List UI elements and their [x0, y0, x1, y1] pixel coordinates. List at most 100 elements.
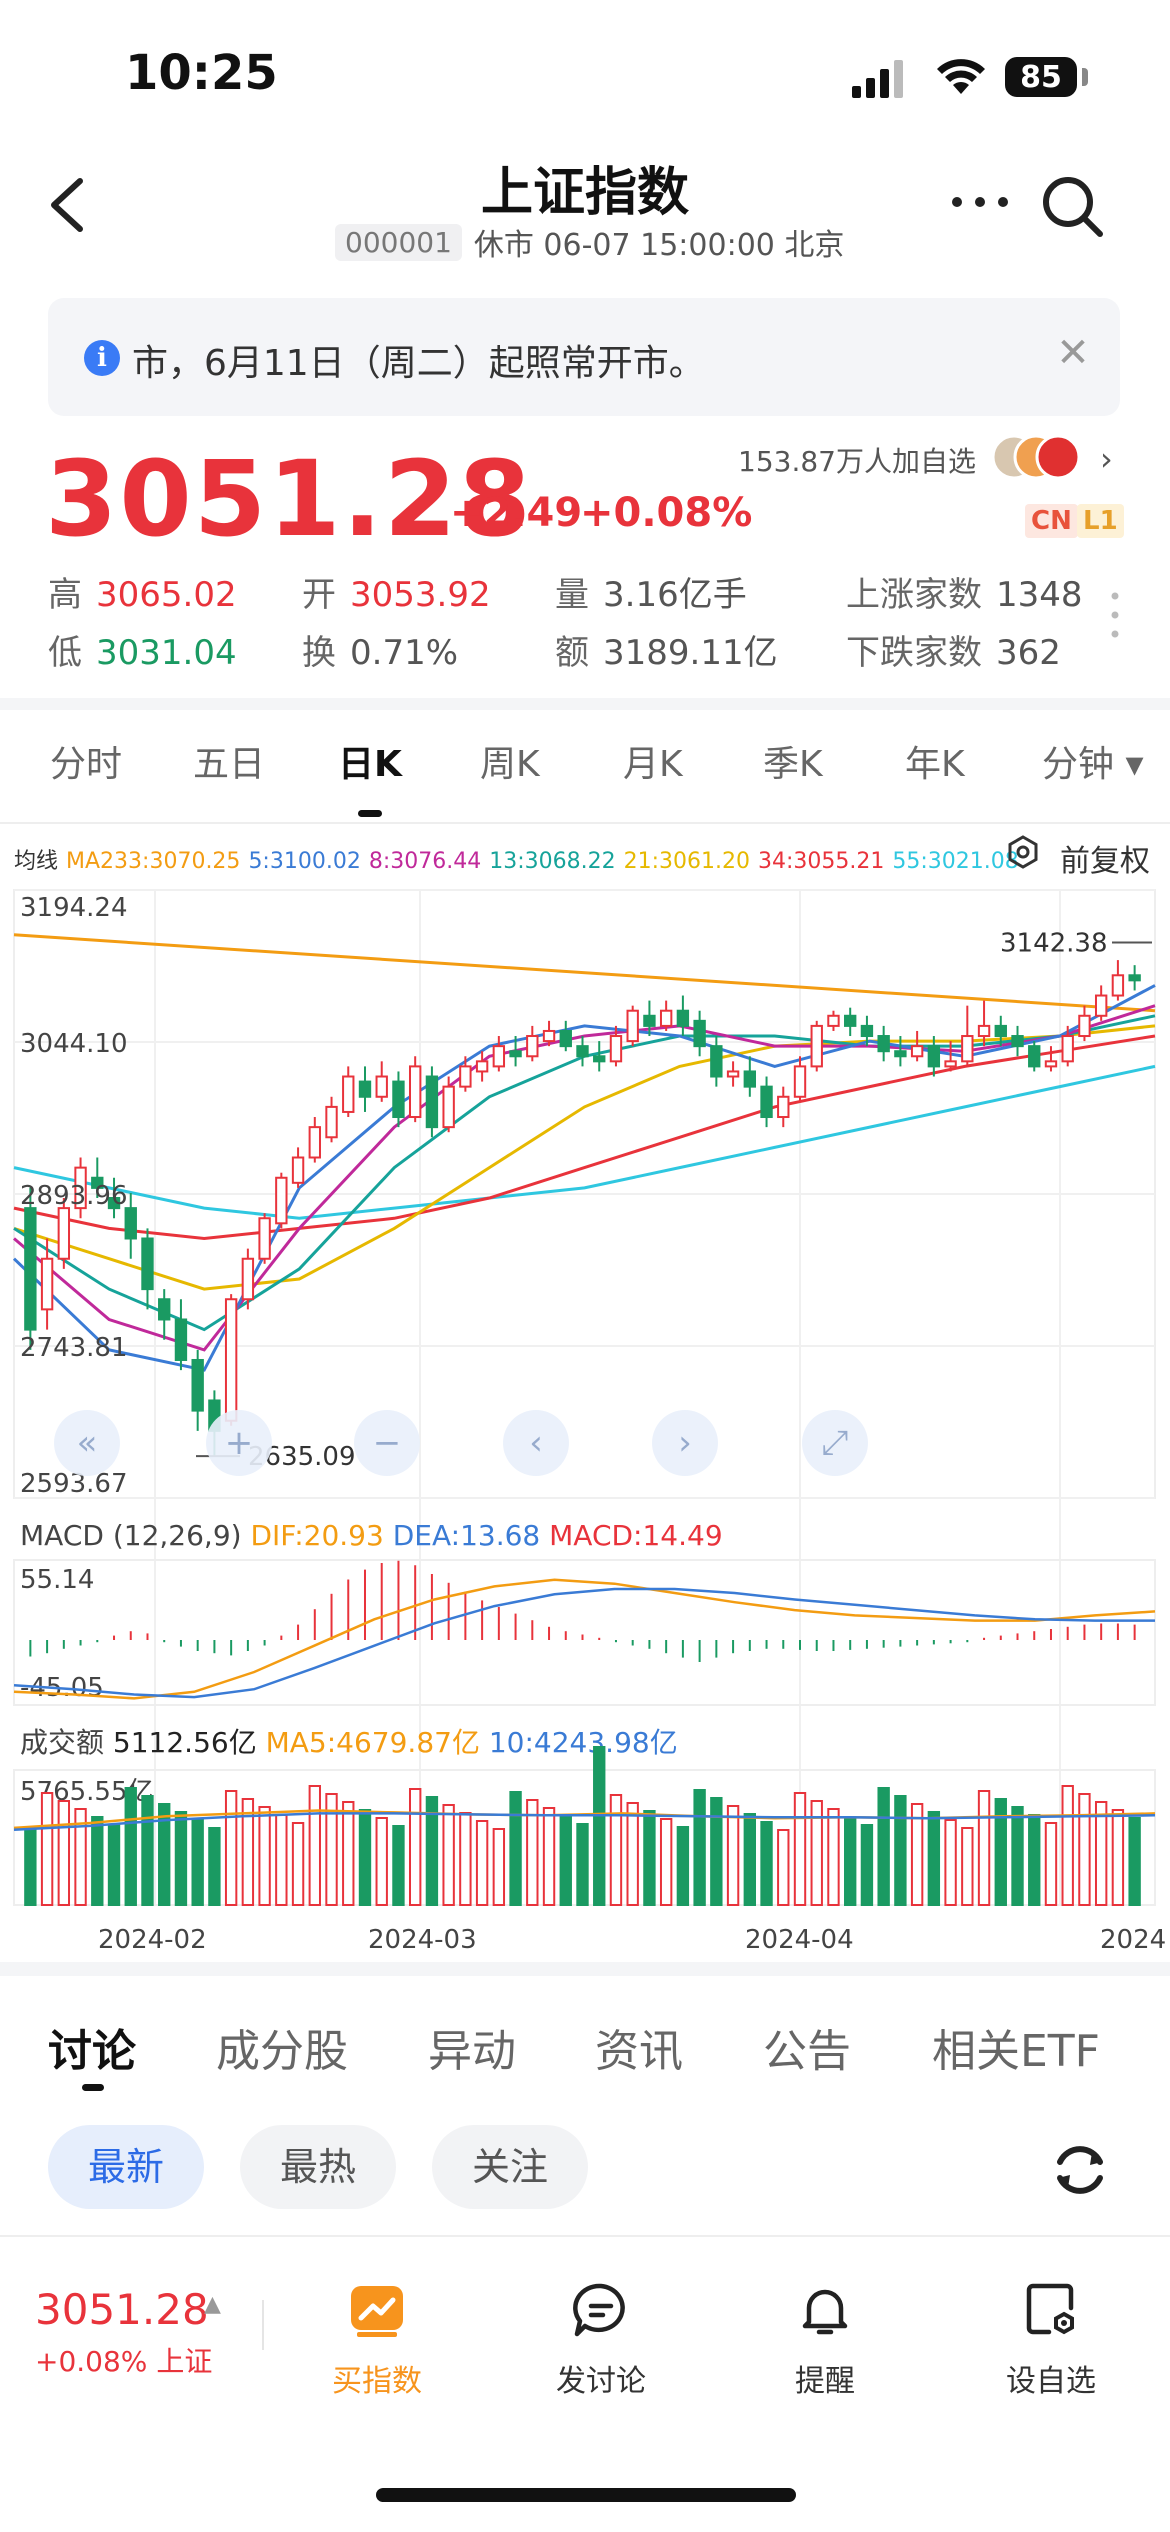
tab-movements[interactable]: 异动: [428, 2026, 516, 2077]
tab-minute[interactable]: 分钟 ▾: [1042, 744, 1144, 785]
candle-body: [576, 1045, 589, 1058]
adjust-mode[interactable]: 前复权: [1060, 844, 1150, 879]
bottom-change[interactable]: +0.08% 上证: [35, 2345, 213, 2378]
chevron-left-icon[interactable]: ‹: [503, 1410, 569, 1476]
candle-body: [57, 1207, 71, 1260]
gear-icon[interactable]: [1005, 834, 1041, 870]
volume-bar: [1044, 1822, 1058, 1906]
back-icon[interactable]: [40, 175, 100, 235]
buy-index-button[interactable]: 买指数: [292, 2280, 462, 2400]
candle-body: [1044, 1060, 1058, 1068]
candle-body: [1028, 1045, 1041, 1068]
volume-bar: [40, 1792, 54, 1906]
chart-period-tabs: 分时 五日 日K 周K 月K 季K 年K 分钟 ▾: [0, 735, 1170, 805]
dea-line: [13, 1587, 1155, 1699]
candle-body: [492, 1045, 506, 1068]
candle-body: [844, 1014, 857, 1027]
volume-bar: [141, 1795, 154, 1906]
volume-bar: [777, 1829, 790, 1906]
tab-news[interactable]: 资讯: [595, 2026, 683, 2077]
kline-chart[interactable]: 3194.24 3044.10 2893.96 2743.81 2593.67 3142.…: [0, 870, 1170, 1970]
chevron-right-icon[interactable]: ›: [1100, 440, 1113, 478]
candle-body: [593, 1055, 606, 1063]
volume-bar: [710, 1797, 723, 1906]
stat-open: 开 3053.92: [302, 575, 491, 615]
more-icon[interactable]: [945, 182, 1015, 222]
volume-bar: [291, 1822, 305, 1906]
volume-bar: [576, 1823, 589, 1906]
volume-bar: [994, 1798, 1007, 1906]
filter-hot[interactable]: 最热: [240, 2125, 396, 2209]
close-icon[interactable]: ✕: [1056, 330, 1090, 376]
tab-quarterly-k[interactable]: 季K: [763, 744, 823, 785]
volume-bar: [609, 1794, 623, 1906]
ma-legend-item: 21:3061.20: [623, 849, 750, 874]
volume-bar: [827, 1808, 840, 1906]
notice-text: 市，6月11日（周二）起照常开市。: [132, 343, 705, 384]
candle-body: [994, 1024, 1007, 1038]
candle-body: [1011, 1035, 1024, 1048]
candle-body: [1111, 974, 1125, 997]
filter-latest[interactable]: 最新: [48, 2125, 204, 2209]
expand-icon[interactable]: ⤢: [802, 1410, 868, 1476]
candle-body: [224, 1298, 238, 1422]
volume-bar: [158, 1803, 171, 1906]
volume-bar: [593, 1746, 606, 1906]
tab-announcements[interactable]: 公告: [763, 2026, 851, 2077]
search-icon[interactable]: [1038, 172, 1108, 242]
volume-bar: [910, 1803, 924, 1906]
candle-body: [944, 1060, 957, 1068]
ma-line: [13, 1024, 1156, 1291]
volume-bar: [1078, 1793, 1091, 1906]
chevron-right-icon[interactable]: ›: [652, 1410, 718, 1476]
candle-body: [392, 1080, 405, 1119]
tab-related-etf[interactable]: 相关ETF: [932, 2026, 1100, 2077]
candle-body: [526, 1035, 539, 1058]
volume-bar: [559, 1815, 572, 1906]
stat-advancers: 上涨家数 1348: [846, 575, 1083, 615]
tab-intraday[interactable]: 分时: [50, 744, 123, 785]
tab-daily-k[interactable]: 日K: [338, 744, 402, 785]
alert-button[interactable]: 提醒: [740, 2280, 910, 2400]
tab-weekly-k[interactable]: 周K: [480, 744, 540, 785]
watchers-count[interactable]: 153.87万人加自选: [738, 445, 976, 478]
candle-body: [760, 1085, 773, 1119]
watcher-avatars[interactable]: [990, 433, 1082, 481]
candle-body: [158, 1298, 171, 1321]
volume-bar: [1094, 1801, 1108, 1906]
candle-body: [40, 1257, 54, 1311]
tab-constituents[interactable]: 成分股: [216, 2026, 348, 2077]
price-axis: 3194.24 3044.10 2893.96 2743.81 2593.67 3142.…: [20, 893, 1152, 1499]
tab-discuss[interactable]: 讨论: [48, 2026, 136, 2077]
candle-body: [793, 1065, 807, 1098]
divider: [0, 822, 1170, 824]
tab-yearly-k[interactable]: 年K: [905, 744, 965, 785]
candle-body: [24, 1207, 37, 1331]
candle-body: [124, 1207, 137, 1240]
x-axis: 2024-02 2024-03 2024-04 2024: [98, 1925, 1166, 1955]
filter-following[interactable]: 关注: [432, 2125, 588, 2209]
rewind-icon[interactable]: «: [54, 1410, 120, 1476]
ma-line: [13, 933, 1156, 1013]
volume-bar: [91, 1816, 104, 1906]
divider: [0, 1962, 1170, 1976]
volume-header: 成交额 5112.56亿 MA5:4679.87亿 10:4243.98亿: [20, 1726, 678, 1759]
vertical-dots-icon[interactable]: [1108, 590, 1122, 640]
zoom-in-icon[interactable]: +: [206, 1410, 272, 1476]
volume-bar: [894, 1795, 907, 1906]
volume-bar: [342, 1801, 355, 1906]
volume-bar: [643, 1810, 656, 1906]
volume-bar: [358, 1809, 372, 1906]
refresh-icon[interactable]: [1048, 2138, 1112, 2202]
candle-body: [877, 1035, 890, 1053]
post-discuss-button[interactable]: 发讨论: [516, 2280, 686, 2400]
candle-body: [425, 1075, 439, 1129]
add-watchlist-button[interactable]: 设自选: [966, 2280, 1136, 2400]
tab-five-day[interactable]: 五日: [193, 744, 266, 785]
tab-monthly-k[interactable]: 月K: [623, 744, 683, 785]
candle-body: [1094, 994, 1108, 1017]
candle-body: [693, 1019, 706, 1048]
zoom-out-icon[interactable]: −: [354, 1410, 420, 1476]
volume-bar: [492, 1828, 506, 1906]
bottom-price[interactable]: 3051.28: [35, 2285, 209, 2334]
